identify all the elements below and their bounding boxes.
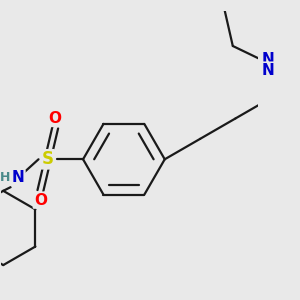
Text: O: O — [34, 193, 47, 208]
Text: O: O — [49, 111, 62, 126]
Text: N: N — [261, 63, 274, 78]
Text: N: N — [12, 170, 25, 185]
Text: N: N — [261, 52, 274, 67]
Text: S: S — [42, 150, 54, 168]
Text: H: H — [0, 171, 10, 184]
